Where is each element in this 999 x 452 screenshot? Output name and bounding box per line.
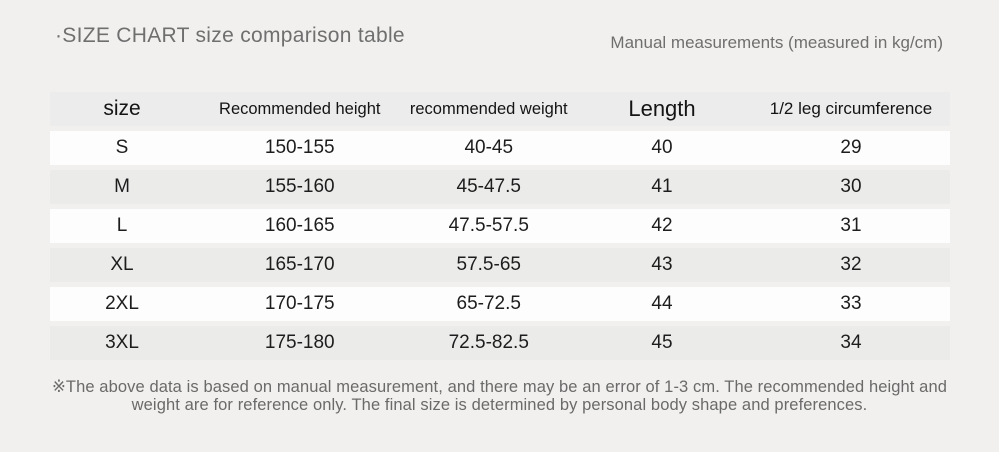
cell-leg-circumference: 30: [840, 176, 862, 197]
table-row: M 155-160 45-47.5 41 30: [50, 170, 950, 204]
cell-leg-circumference: 34: [840, 332, 862, 353]
size-table: size Recommended height recommended weig…: [50, 92, 950, 365]
cell-leg-circumference: 32: [840, 254, 862, 275]
cell-height: 165-170: [264, 254, 335, 275]
column-header-size: size: [103, 97, 141, 120]
cell-length: 44: [651, 293, 673, 314]
cell-weight: 57.5-65: [456, 254, 521, 275]
page-header: ·SIZE CHART size comparison table Manual…: [55, 24, 943, 52]
cell-weight: 40-45: [464, 137, 514, 158]
table-row: XL 165-170 57.5-65 43 32: [50, 248, 950, 282]
measurement-unit-note: Manual measurements (measured in kg/cm): [610, 33, 943, 52]
cell-height: 170-175: [264, 293, 335, 314]
cell-weight: 72.5-82.5: [448, 332, 529, 353]
cell-size: XL: [110, 254, 134, 275]
cell-leg-circumference: 33: [840, 293, 862, 314]
cell-weight: 47.5-57.5: [448, 215, 529, 236]
cell-length: 43: [651, 254, 673, 275]
cell-size: M: [114, 176, 130, 197]
cell-size: S: [115, 137, 129, 158]
table-row: 3XL 175-180 72.5-82.5 45 34: [50, 326, 950, 360]
column-header-length: Length: [628, 96, 696, 121]
cell-length: 41: [651, 176, 673, 197]
cell-length: 45: [651, 332, 673, 353]
table-header-row: size Recommended height recommended weig…: [50, 92, 950, 126]
cell-size: 2XL: [105, 293, 139, 314]
column-header-recommended-weight: recommended weight: [409, 99, 568, 118]
disclaimer-note: ※The above data is based on manual measu…: [51, 378, 948, 414]
table-row: 2XL 170-175 65-72.5 44 33: [50, 287, 950, 321]
column-header-leg-circumference: 1/2 leg circumference: [769, 99, 933, 118]
cell-weight: 45-47.5: [456, 176, 521, 197]
cell-height: 160-165: [264, 215, 335, 236]
table-row: L 160-165 47.5-57.5 42 31: [50, 209, 950, 243]
page-title: ·SIZE CHART size comparison table: [55, 24, 405, 47]
cell-leg-circumference: 31: [840, 215, 862, 236]
table-row: S 150-155 40-45 40 29: [50, 131, 950, 165]
cell-length: 40: [651, 137, 673, 158]
cell-height: 155-160: [264, 176, 335, 197]
cell-leg-circumference: 29: [840, 137, 862, 158]
cell-height: 175-180: [264, 332, 335, 353]
cell-length: 42: [651, 215, 673, 236]
cell-size: L: [116, 215, 128, 236]
cell-size: 3XL: [105, 332, 139, 353]
cell-height: 150-155: [264, 137, 335, 158]
cell-weight: 65-72.5: [456, 293, 521, 314]
column-header-recommended-height: Recommended height: [219, 99, 381, 118]
